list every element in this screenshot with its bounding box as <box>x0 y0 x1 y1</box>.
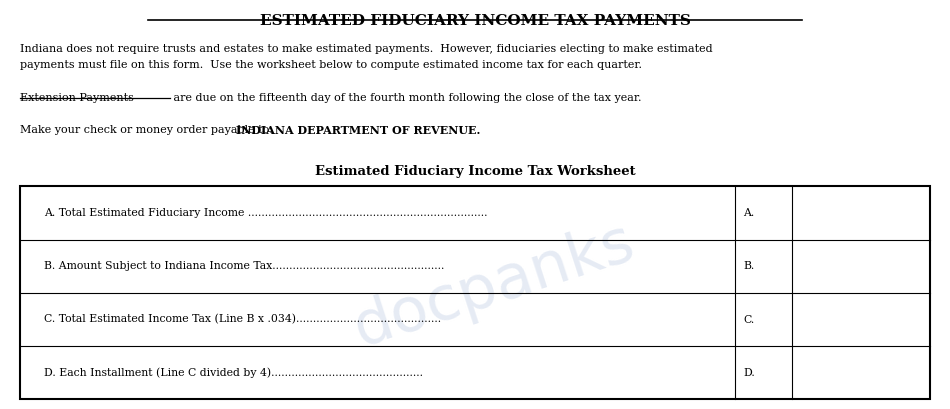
Text: INDIANA DEPARTMENT OF REVENUE.: INDIANA DEPARTMENT OF REVENUE. <box>237 125 481 136</box>
Text: Extension Payments: Extension Payments <box>20 93 134 103</box>
Text: are due on the fifteenth day of the fourth month following the close of the tax : are due on the fifteenth day of the four… <box>170 93 641 103</box>
Text: Estimated Fiduciary Income Tax Worksheet: Estimated Fiduciary Income Tax Worksheet <box>314 165 636 178</box>
Text: C.: C. <box>743 315 754 324</box>
Text: payments must file on this form.  Use the worksheet below to compute estimated i: payments must file on this form. Use the… <box>20 60 642 70</box>
Bar <box>20 186 930 400</box>
Text: B. Amount Subject to Indiana Income Tax.........................................: B. Amount Subject to Indiana Income Tax.… <box>44 261 445 271</box>
Text: A. Total Estimated Fiduciary Income ............................................: A. Total Estimated Fiduciary Income ....… <box>44 208 487 218</box>
Text: D.: D. <box>743 368 755 378</box>
Text: ESTIMATED FIDUCIARY INCOME TAX PAYMENTS: ESTIMATED FIDUCIARY INCOME TAX PAYMENTS <box>259 14 691 28</box>
Text: A.: A. <box>743 208 754 218</box>
Text: D. Each Installment (Line C divided by 4).......................................: D. Each Installment (Line C divided by 4… <box>44 368 423 378</box>
Text: Make your check or money order payable to:: Make your check or money order payable t… <box>20 125 280 135</box>
Text: Indiana does not require trusts and estates to make estimated payments.  However: Indiana does not require trusts and esta… <box>20 44 712 54</box>
Text: C. Total Estimated Income Tax (Line B x .034)...................................: C. Total Estimated Income Tax (Line B x … <box>44 315 441 325</box>
Text: docpanks: docpanks <box>346 213 642 359</box>
Text: B.: B. <box>743 261 754 271</box>
